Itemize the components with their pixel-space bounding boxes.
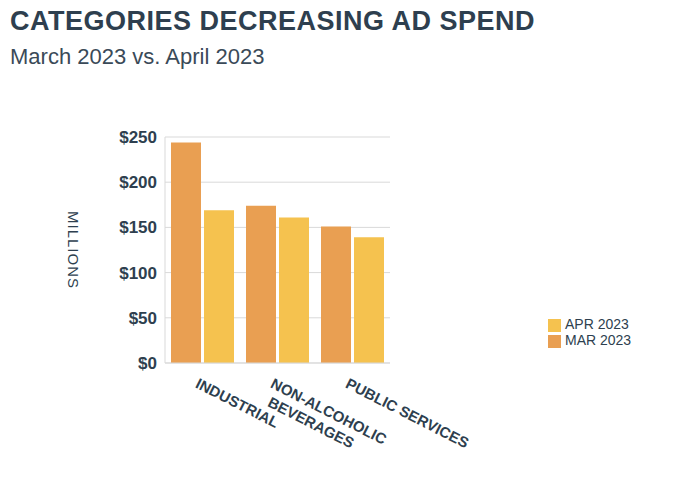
html-text:MAR 2023: MAR 2023 — [565, 332, 632, 348]
svg-text:$150: $150 — [119, 218, 157, 237]
svg-text:$200: $200 — [119, 173, 157, 192]
svg-text:NON-ALCOHOLIC: NON-ALCOHOLIC — [268, 374, 390, 448]
svg-text:BEVERAGES: BEVERAGES — [265, 393, 357, 451]
html-text:MILLIONS: MILLIONS — [64, 211, 82, 289]
svg-text:$0: $0 — [138, 354, 157, 373]
svg-text:$100: $100 — [119, 264, 157, 283]
svg-text:$250: $250 — [119, 128, 157, 147]
svg-text:$50: $50 — [129, 309, 157, 328]
svg-text:INDUSTRIAL: INDUSTRIAL — [193, 374, 282, 431]
svg-text:PUBLIC SERVICES: PUBLIC SERVICES — [343, 375, 472, 452]
html-text:APR 2023: APR 2023 — [565, 316, 629, 332]
html-text:March 2023 vs. April 2023: March 2023 vs. April 2023 — [10, 44, 265, 69]
html-text:CATEGORIES DECREASING AD SPEND: CATEGORIES DECREASING AD SPEND — [10, 6, 536, 36]
